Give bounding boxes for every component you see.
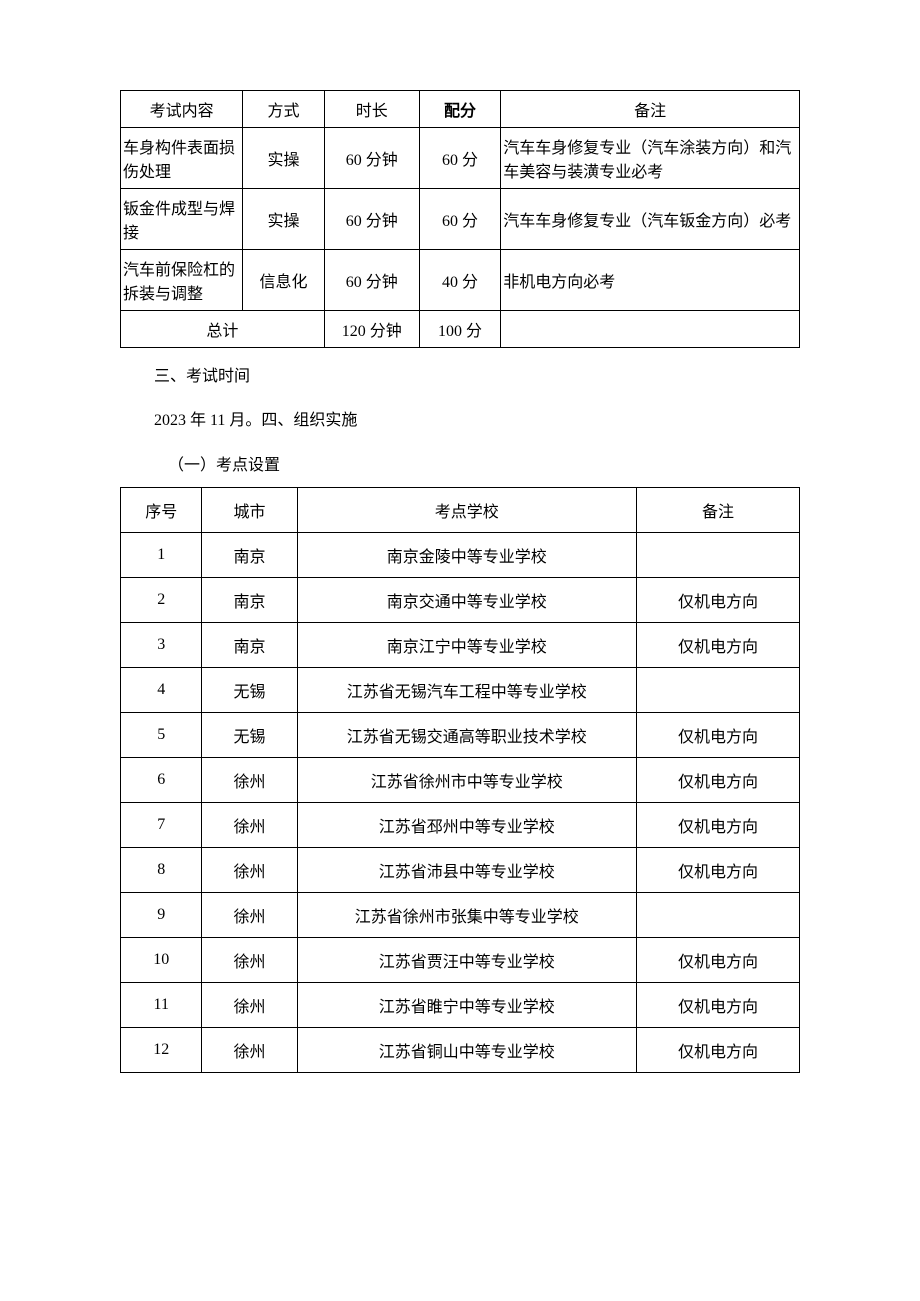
cell-city: 无锡	[202, 713, 297, 758]
cell-score: 60 分	[419, 128, 500, 189]
cell-remark: 汽车车身修复专业（汽车钣金方向）必考	[501, 189, 800, 250]
header-remark: 备注	[501, 91, 800, 128]
table-row: 钣金件成型与焊接 实操 60 分钟 60 分 汽车车身修复专业（汽车钣金方向）必…	[121, 189, 800, 250]
table-row: 2南京南京交通中等专业学校仅机电方向	[121, 578, 800, 623]
section-3-heading: 三、考试时间	[120, 358, 800, 396]
cell-score: 60 分	[419, 189, 500, 250]
table-row: 7徐州江苏省邳州中等专业学校仅机电方向	[121, 803, 800, 848]
table-header-row: 考试内容 方式 时长 配分 备注	[121, 91, 800, 128]
table-row: 5无锡江苏省无锡交通高等职业技术学校仅机电方向	[121, 713, 800, 758]
cell-duration: 60 分钟	[324, 128, 419, 189]
cell-city: 徐州	[202, 893, 297, 938]
table-row: 车身构件表面损伤处理 实操 60 分钟 60 分 汽车车身修复专业（汽车涂装方向…	[121, 128, 800, 189]
cell-total-remark	[501, 311, 800, 348]
cell-school: 江苏省邳州中等专业学校	[297, 803, 637, 848]
cell-remark: 仅机电方向	[637, 938, 800, 983]
cell-content: 汽车前保险杠的拆装与调整	[121, 250, 243, 311]
header-duration: 时长	[324, 91, 419, 128]
cell-duration: 60 分钟	[324, 189, 419, 250]
cell-city: 徐州	[202, 758, 297, 803]
header-school: 考点学校	[297, 488, 637, 533]
cell-remark: 汽车车身修复专业（汽车涂装方向）和汽车美容与装潢专业必考	[501, 128, 800, 189]
cell-city: 南京	[202, 533, 297, 578]
header-score: 配分	[419, 91, 500, 128]
cell-school: 江苏省无锡汽车工程中等专业学校	[297, 668, 637, 713]
cell-city: 南京	[202, 623, 297, 668]
table-total-row: 总计 120 分钟 100 分	[121, 311, 800, 348]
cell-remark: 仅机电方向	[637, 983, 800, 1028]
table-row: 汽车前保险杠的拆装与调整 信息化 60 分钟 40 分 非机电方向必考	[121, 250, 800, 311]
cell-remark	[637, 668, 800, 713]
cell-remark: 仅机电方向	[637, 623, 800, 668]
cell-remark: 仅机电方向	[637, 848, 800, 893]
cell-num: 12	[121, 1028, 202, 1073]
cell-school: 江苏省徐州市张集中等专业学校	[297, 893, 637, 938]
cell-num: 11	[121, 983, 202, 1028]
cell-remark	[637, 893, 800, 938]
cell-score: 40 分	[419, 250, 500, 311]
cell-total-duration: 120 分钟	[324, 311, 419, 348]
cell-num: 8	[121, 848, 202, 893]
cell-duration: 60 分钟	[324, 250, 419, 311]
cell-num: 1	[121, 533, 202, 578]
subsection-heading: （一）考点设置	[120, 447, 800, 485]
cell-school: 南京江宁中等专业学校	[297, 623, 637, 668]
cell-remark	[637, 533, 800, 578]
header-city: 城市	[202, 488, 297, 533]
cell-method: 实操	[243, 189, 324, 250]
cell-total-label: 总计	[121, 311, 325, 348]
table-row: 10徐州江苏省贾汪中等专业学校仅机电方向	[121, 938, 800, 983]
cell-num: 9	[121, 893, 202, 938]
date-and-section-4: 2023 年 11 月。四、组织实施	[120, 402, 800, 440]
cell-total-score: 100 分	[419, 311, 500, 348]
table-header-row: 序号 城市 考点学校 备注	[121, 488, 800, 533]
cell-remark: 仅机电方向	[637, 713, 800, 758]
cell-city: 徐州	[202, 938, 297, 983]
cell-school: 江苏省铜山中等专业学校	[297, 1028, 637, 1073]
cell-city: 南京	[202, 578, 297, 623]
cell-school: 南京金陵中等专业学校	[297, 533, 637, 578]
header-content: 考试内容	[121, 91, 243, 128]
table-row: 4无锡江苏省无锡汽车工程中等专业学校	[121, 668, 800, 713]
cell-remark: 非机电方向必考	[501, 250, 800, 311]
cell-city: 徐州	[202, 848, 297, 893]
cell-content: 钣金件成型与焊接	[121, 189, 243, 250]
cell-remark: 仅机电方向	[637, 1028, 800, 1073]
cell-remark: 仅机电方向	[637, 758, 800, 803]
cell-school: 江苏省徐州市中等专业学校	[297, 758, 637, 803]
exam-content-table: 考试内容 方式 时长 配分 备注 车身构件表面损伤处理 实操 60 分钟 60 …	[120, 90, 800, 348]
table-row: 9徐州江苏省徐州市张集中等专业学校	[121, 893, 800, 938]
table-row: 6徐州江苏省徐州市中等专业学校仅机电方向	[121, 758, 800, 803]
cell-num: 5	[121, 713, 202, 758]
exam-site-table: 序号 城市 考点学校 备注 1南京南京金陵中等专业学校2南京南京交通中等专业学校…	[120, 487, 800, 1073]
cell-school: 南京交通中等专业学校	[297, 578, 637, 623]
header-remark: 备注	[637, 488, 800, 533]
table-row: 12徐州江苏省铜山中等专业学校仅机电方向	[121, 1028, 800, 1073]
cell-city: 无锡	[202, 668, 297, 713]
cell-num: 4	[121, 668, 202, 713]
cell-content: 车身构件表面损伤处理	[121, 128, 243, 189]
header-method: 方式	[243, 91, 324, 128]
cell-school: 江苏省睢宁中等专业学校	[297, 983, 637, 1028]
cell-city: 徐州	[202, 1028, 297, 1073]
table-row: 11徐州江苏省睢宁中等专业学校仅机电方向	[121, 983, 800, 1028]
cell-num: 2	[121, 578, 202, 623]
cell-num: 10	[121, 938, 202, 983]
cell-num: 6	[121, 758, 202, 803]
table-row: 1南京南京金陵中等专业学校	[121, 533, 800, 578]
cell-method: 信息化	[243, 250, 324, 311]
table-row: 8徐州江苏省沛县中等专业学校仅机电方向	[121, 848, 800, 893]
table-row: 3南京南京江宁中等专业学校仅机电方向	[121, 623, 800, 668]
header-num: 序号	[121, 488, 202, 533]
cell-school: 江苏省无锡交通高等职业技术学校	[297, 713, 637, 758]
cell-num: 3	[121, 623, 202, 668]
cell-school: 江苏省贾汪中等专业学校	[297, 938, 637, 983]
cell-method: 实操	[243, 128, 324, 189]
cell-city: 徐州	[202, 803, 297, 848]
cell-remark: 仅机电方向	[637, 803, 800, 848]
cell-num: 7	[121, 803, 202, 848]
cell-city: 徐州	[202, 983, 297, 1028]
cell-school: 江苏省沛县中等专业学校	[297, 848, 637, 893]
cell-remark: 仅机电方向	[637, 578, 800, 623]
